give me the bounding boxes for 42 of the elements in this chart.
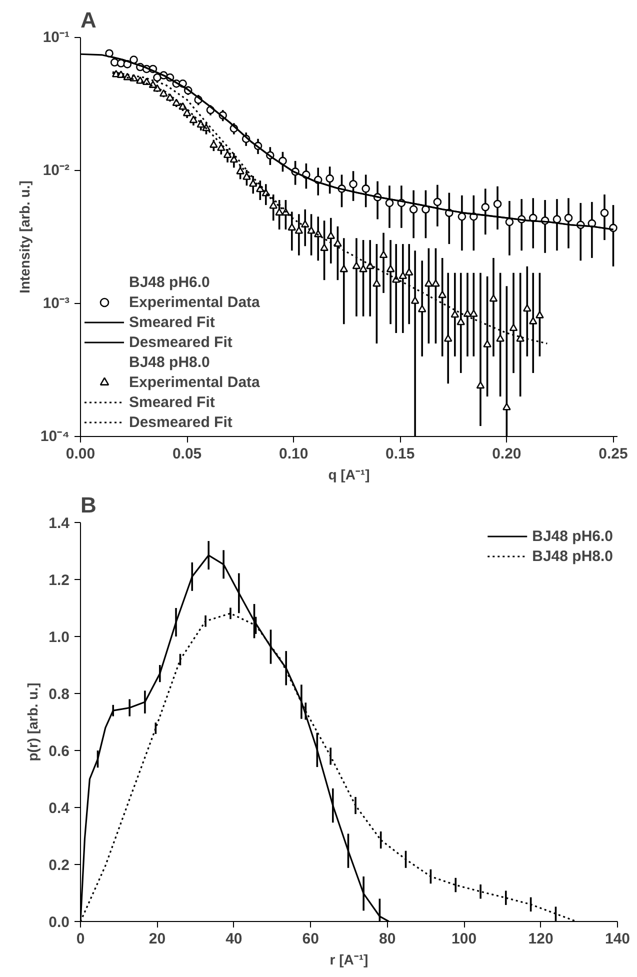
x-tick-label: 0.15 [386, 446, 415, 462]
legend-label: Experimental Data [129, 374, 260, 390]
x-tick-label: 60 [302, 930, 319, 948]
y-tick-label: 10⁻¹ [42, 29, 70, 46]
x-tick-label: 140 [604, 930, 630, 948]
legend-label: BJ48 pH8.0 [532, 548, 613, 564]
x-tick-label: 20 [148, 930, 166, 948]
x-tick-label: 0.00 [66, 446, 96, 462]
x-tick-label: 120 [528, 930, 554, 948]
y-tick-label: 1.2 [48, 572, 70, 589]
x-tick-label: 40 [226, 930, 242, 948]
x-tick-label: 100 [452, 930, 477, 948]
y-tick-label: 10⁻² [42, 162, 70, 179]
y-tick-label: 0.4 [48, 800, 70, 817]
legend-label: Desmeared Fit [129, 414, 232, 430]
legend-label: Smeared Fit [129, 314, 215, 330]
y-tick-label: 0.8 [48, 686, 70, 703]
legend-label: Smeared Fit [129, 394, 215, 410]
x-axis-title: q [A⁻¹] [328, 466, 370, 482]
y-tick-label: 10⁻³ [42, 295, 70, 312]
y-tick-label: 0.0 [48, 914, 70, 931]
y-tick-label: 0.6 [48, 743, 70, 760]
text: BJ48 pH8.0 [129, 354, 210, 370]
x-tick-label: 0.05 [172, 446, 202, 462]
x-tick-label: 0.25 [598, 446, 628, 462]
chart-title: B [80, 492, 96, 518]
x-tick-label: 0.10 [279, 446, 308, 462]
legend-label: Desmeared Fit [129, 334, 232, 350]
y-tick-label: 10⁻⁴ [40, 428, 70, 445]
y-axis-title: p(r) [arb. u.] [24, 682, 41, 762]
text: BJ48 pH6.0 [129, 274, 210, 290]
y-tick-label: 0.2 [48, 857, 70, 874]
x-tick-label: 80 [379, 930, 396, 948]
x-axis-title: r [A⁻¹] [330, 952, 368, 968]
legend-label: BJ48 pH6.0 [532, 528, 613, 544]
x-tick-label: 0 [76, 930, 85, 948]
legend-label: Experimental Data [129, 294, 260, 310]
y-axis-title: Intensity [arb. u.] [16, 180, 32, 294]
y-tick-label: 1.0 [48, 629, 70, 646]
y-tick-label: 1.4 [48, 515, 70, 532]
chart-title: A [80, 8, 96, 32]
x-tick-label: 0.20 [492, 446, 522, 462]
